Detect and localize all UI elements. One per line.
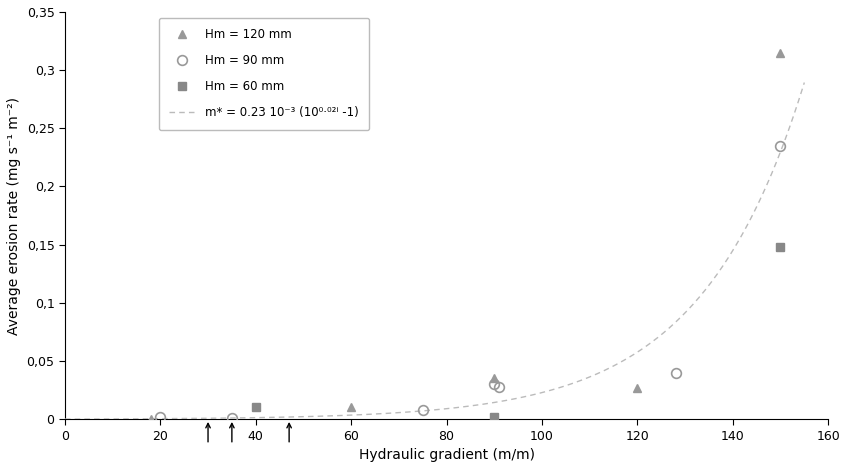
Y-axis label: Average erosion rate (mg s⁻¹ m⁻²): Average erosion rate (mg s⁻¹ m⁻²) <box>7 97 21 334</box>
Legend: Hm = 120 mm, Hm = 90 mm, Hm = 60 mm, m* = 0.23 10⁻³ (10⁰·⁰²ⁱ -1): Hm = 120 mm, Hm = 90 mm, Hm = 60 mm, m* … <box>158 18 369 130</box>
X-axis label: Hydraulic gradient (m/m): Hydraulic gradient (m/m) <box>358 448 534 462</box>
